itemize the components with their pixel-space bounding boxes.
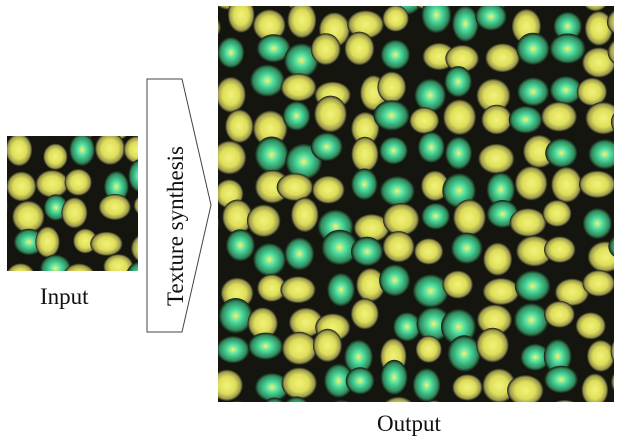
synthesis-arrow: [146, 78, 212, 333]
input-texture-image: [7, 136, 138, 271]
output-texture-image: [218, 6, 614, 402]
input-caption: Input: [40, 284, 89, 309]
synthesis-label: Texture synthesis: [163, 145, 188, 306]
output-caption: Output: [377, 411, 441, 436]
